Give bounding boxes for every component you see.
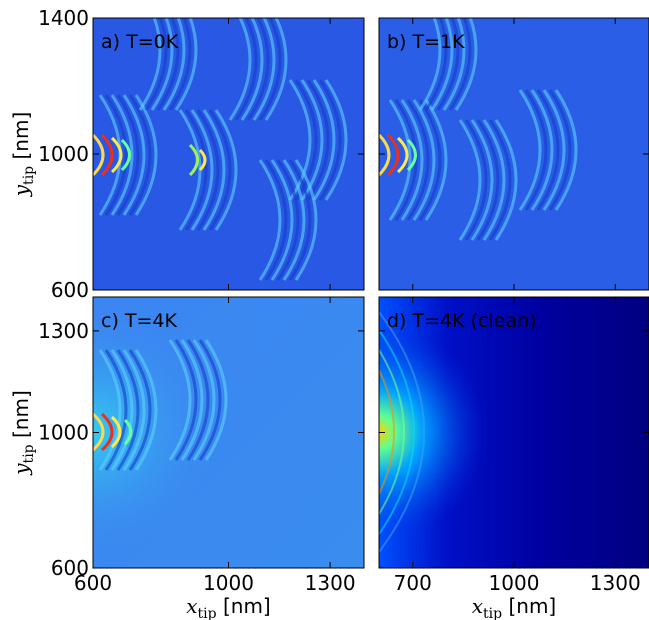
y-tick-label: 1400 (38, 6, 89, 30)
panel-title: c) T=4K (101, 310, 178, 332)
y-tick-label: 1300 (38, 319, 89, 343)
panel-image-b (379, 18, 649, 290)
axis-symbol: x (186, 594, 197, 618)
x-tick-label: 1300 (590, 571, 641, 595)
x-tick-label: 600 (74, 571, 112, 595)
panel-image-a (93, 18, 364, 290)
x-tick-label: 1300 (305, 571, 356, 595)
y-tick-label: 1000 (38, 421, 89, 445)
axis-unit: [nm] (217, 594, 271, 618)
y-tick-label: 1000 (38, 142, 89, 166)
axis-label: xtip [nm] (472, 594, 556, 620)
axis-label: ytip [nm] (9, 112, 37, 198)
panel-image-c (93, 297, 364, 568)
x-tick-label: 700 (394, 571, 432, 595)
panel-title: b) T=1K (387, 31, 465, 53)
x-tick-label: 1000 (203, 571, 254, 595)
axis-subscript: tip (21, 166, 37, 185)
axis-unit: [nm] (502, 594, 556, 618)
panel-image-d (379, 297, 649, 568)
panel-title: a) T=0K (101, 31, 179, 53)
axis-symbol: y (9, 184, 33, 197)
panel-title: d) T=4K (clean) (387, 310, 537, 332)
axis-unit: [nm] (9, 112, 33, 166)
axis-symbol: x (472, 594, 483, 618)
y-tick-label: 600 (51, 556, 89, 580)
axis-subscript: tip (21, 444, 37, 463)
axis-unit: [nm] (9, 390, 33, 444)
axis-symbol: y (9, 463, 33, 476)
x-tick-label: 1000 (489, 571, 540, 595)
axis-label: ytip [nm] (9, 390, 37, 476)
y-tick-label: 600 (51, 278, 89, 302)
axis-subscript: tip (483, 606, 502, 620)
axis-label: xtip [nm] (186, 594, 270, 620)
axis-subscript: tip (198, 606, 217, 620)
